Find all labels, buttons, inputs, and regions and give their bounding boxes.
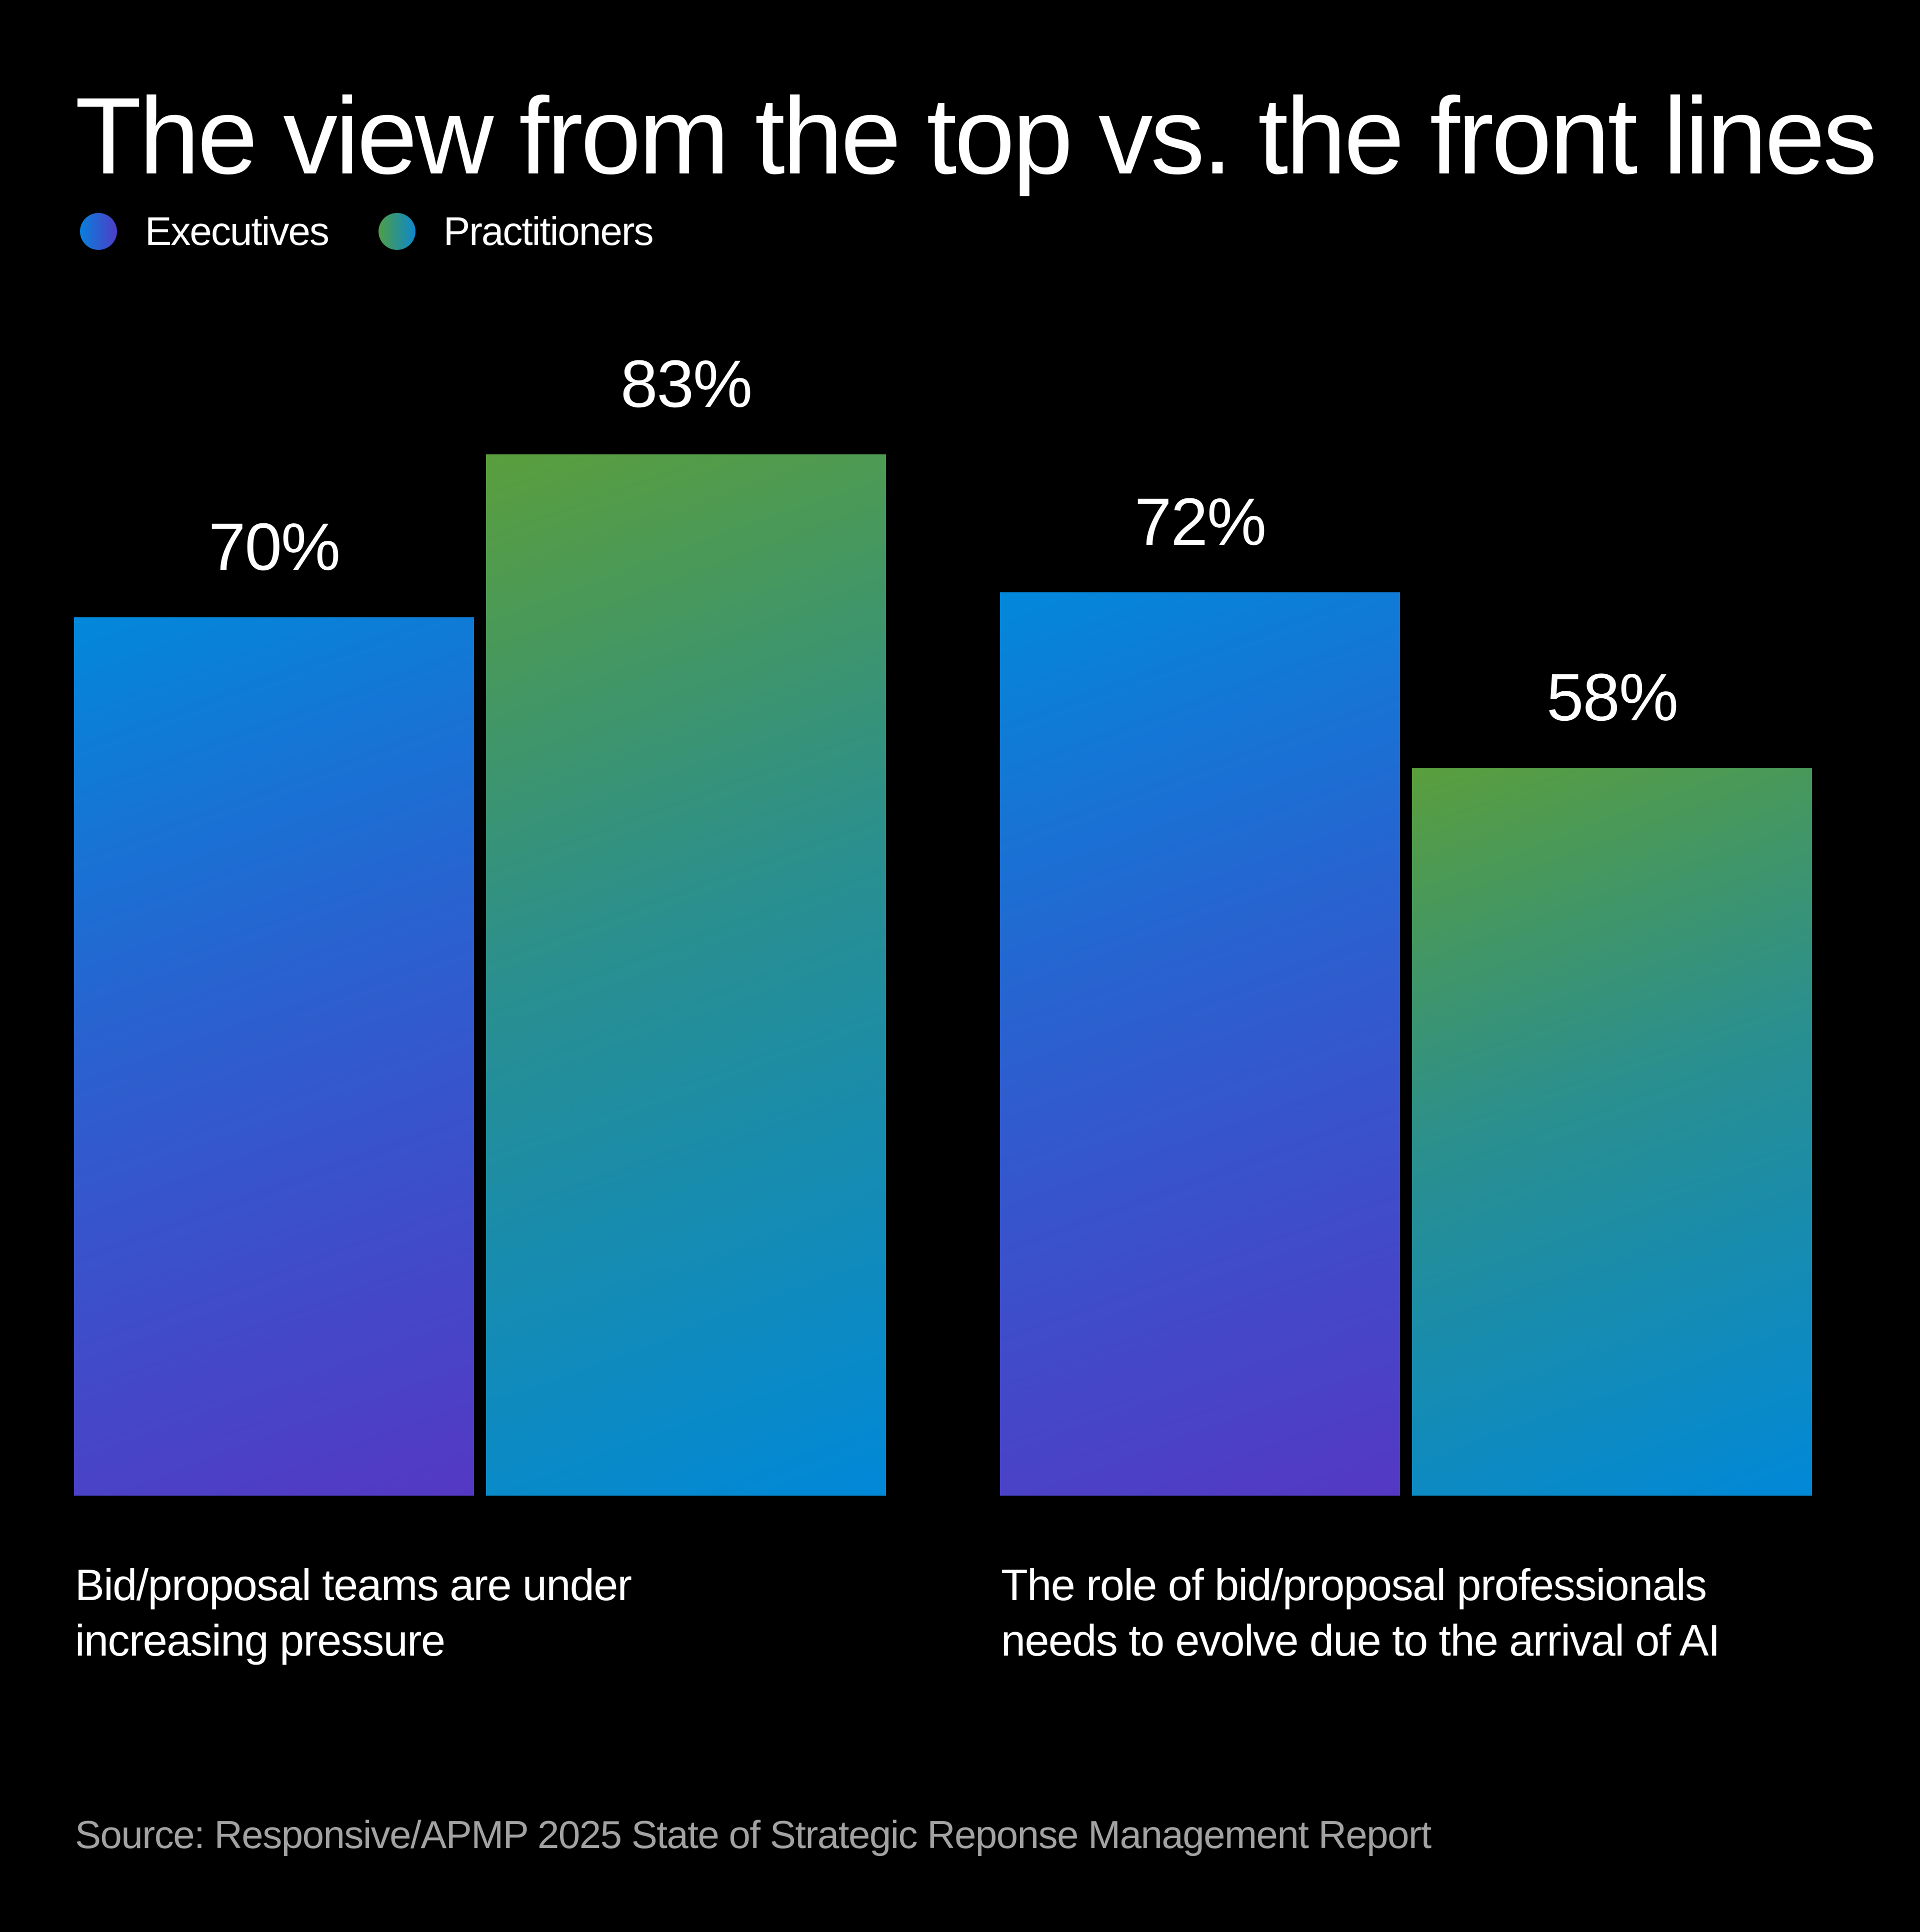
bar-practitioners-group-1 (486, 454, 886, 1496)
value-label-practitioners-group-2: 58% (1546, 660, 1678, 735)
bar-practitioners-group-2 (1412, 768, 1812, 1496)
legend-item-executives: Executives (80, 209, 330, 254)
bar-executives-group-1 (74, 617, 474, 1496)
practitioners-swatch-icon (378, 213, 416, 250)
value-label-practitioners-group-1: 83% (620, 346, 752, 421)
legend-item-practitioners: Practitioners (378, 209, 654, 254)
category-caption-1: Bid/proposal teams are under increasing … (75, 1560, 632, 1665)
legend-label-executives: Executives (145, 209, 330, 253)
chart-legend: Executives Practitioners (80, 209, 702, 254)
executives-swatch-icon (80, 213, 117, 250)
bar-executives-group-2 (1000, 592, 1400, 1496)
value-label-executives-group-1: 70% (208, 510, 340, 584)
value-label-executives-group-2: 72% (1134, 484, 1266, 559)
category-caption-2: The role of bid/proposal professionals n… (1001, 1560, 1720, 1665)
legend-label-practitioners: Practitioners (443, 209, 654, 253)
source-note: Source: Responsive/APMP 2025 State of St… (75, 1813, 1432, 1857)
chart-title: The view from the top vs. the front line… (75, 75, 1878, 197)
